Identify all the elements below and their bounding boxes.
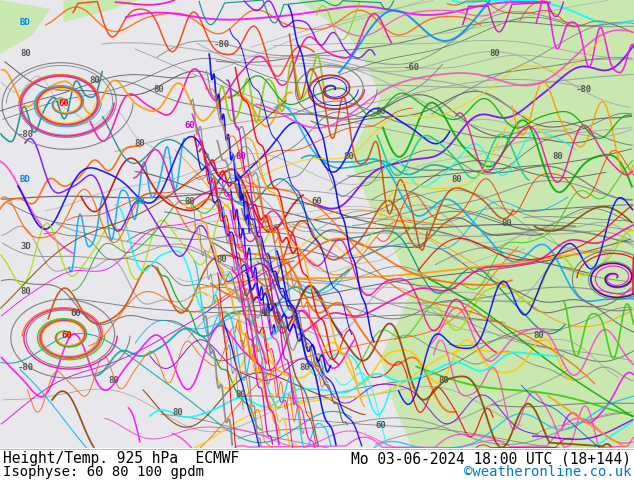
Text: ©weatheronline.co.uk: ©weatheronline.co.uk — [463, 465, 631, 479]
Text: 60: 60 — [61, 332, 72, 341]
Polygon shape — [0, 0, 51, 54]
Text: 80: 80 — [553, 152, 563, 161]
Text: 60: 60 — [58, 98, 68, 107]
Text: 80: 80 — [20, 49, 30, 58]
Text: 80: 80 — [299, 363, 309, 372]
Text: Isophyse: 60 80 100 gpdm: Isophyse: 60 80 100 gpdm — [3, 465, 204, 479]
Text: 80: 80 — [90, 76, 100, 85]
Text: 80: 80 — [534, 332, 544, 341]
Text: 80: 80 — [236, 152, 246, 161]
Polygon shape — [63, 0, 139, 23]
Text: Height/Temp. 925 hPa  ECMWF: Height/Temp. 925 hPa ECMWF — [3, 451, 239, 466]
Text: 90: 90 — [261, 309, 271, 318]
Text: 60: 60 — [185, 121, 195, 130]
Text: 80: 80 — [439, 376, 449, 385]
Text: BD: BD — [20, 175, 30, 184]
Text: -60: -60 — [404, 63, 420, 72]
Text: 80: 80 — [236, 390, 246, 399]
Text: 80: 80 — [109, 376, 119, 385]
Text: 80: 80 — [451, 175, 462, 184]
Text: 60: 60 — [134, 197, 145, 206]
Text: 80: 80 — [20, 287, 30, 295]
Text: 60: 60 — [375, 421, 385, 430]
Text: 80: 80 — [185, 197, 195, 206]
Text: -80: -80 — [214, 40, 230, 49]
Text: -80: -80 — [575, 85, 592, 94]
Text: -80: -80 — [17, 130, 34, 139]
Text: 80: 80 — [217, 255, 227, 264]
Text: 80: 80 — [502, 220, 512, 228]
Text: 80: 80 — [172, 408, 183, 416]
Text: 80: 80 — [153, 85, 164, 94]
Text: 60: 60 — [71, 309, 81, 318]
Text: BD: BD — [20, 18, 30, 27]
Text: 80: 80 — [375, 107, 385, 117]
Text: 80: 80 — [344, 152, 354, 161]
Text: 80: 80 — [489, 49, 500, 58]
Text: 80: 80 — [134, 139, 145, 148]
Polygon shape — [298, 0, 634, 448]
Text: Mo 03-06-2024 18:00 UTC (18+144): Mo 03-06-2024 18:00 UTC (18+144) — [351, 451, 631, 466]
Text: 60: 60 — [312, 197, 322, 206]
Text: -80: -80 — [17, 363, 34, 372]
Text: 3D: 3D — [20, 242, 30, 251]
